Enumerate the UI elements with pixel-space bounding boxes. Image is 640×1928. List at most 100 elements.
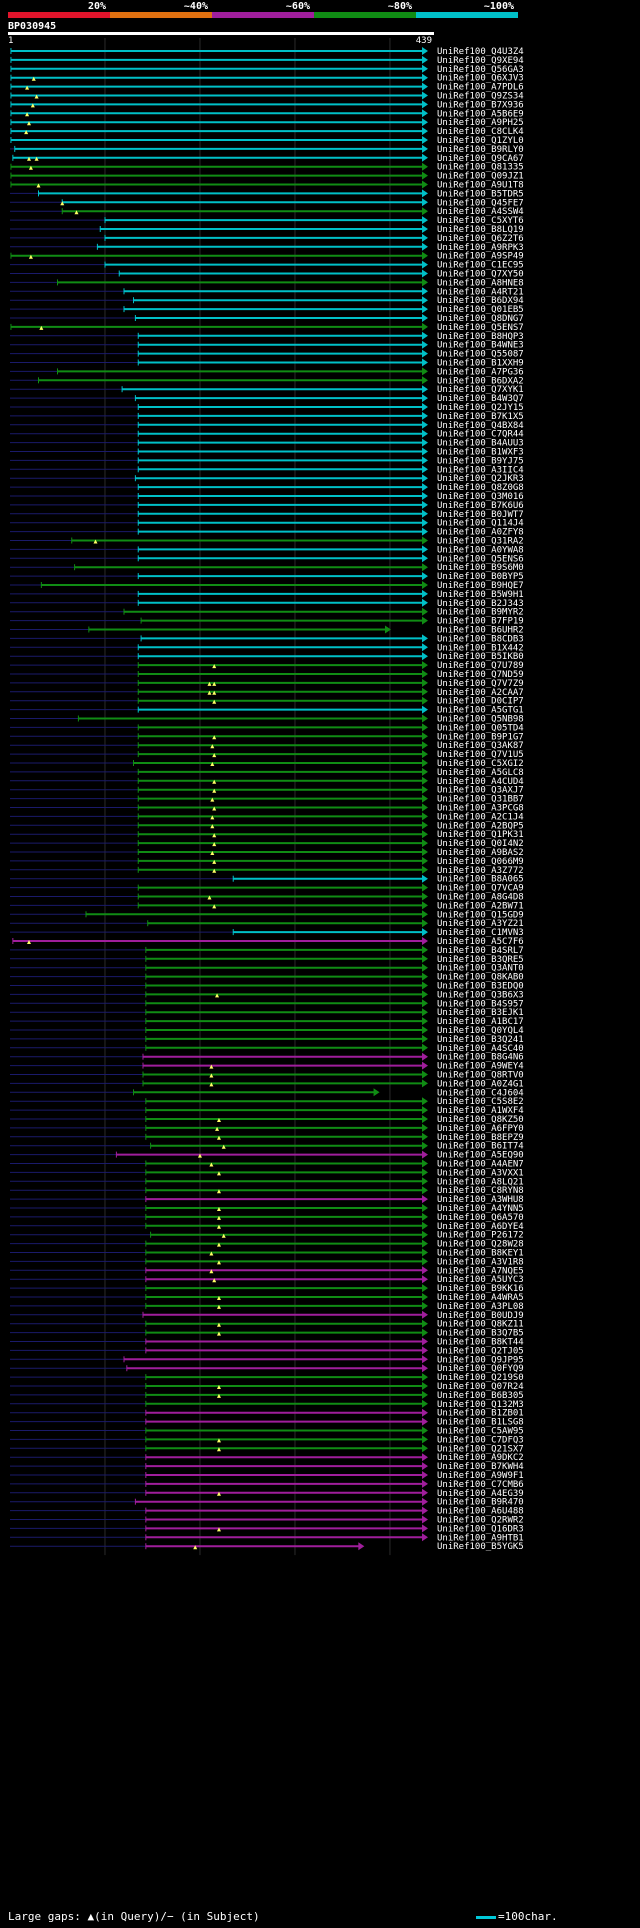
query-gap-marker bbox=[216, 1447, 221, 1452]
alignment-end-arrow bbox=[422, 598, 428, 607]
query-gap-marker bbox=[60, 201, 65, 206]
alignment-label: UniRef100_Q8RTV0 bbox=[437, 1071, 524, 1081]
alignment-label: UniRef100_B6UHR2 bbox=[437, 626, 524, 636]
alignment-label: UniRef100_B6DXA2 bbox=[437, 376, 524, 386]
alignment-label: UniRef100_A3VXX1 bbox=[437, 1168, 524, 1178]
alignment-end-arrow bbox=[422, 1061, 428, 1070]
alignment-end-arrow bbox=[422, 1293, 428, 1301]
alignment-label: UniRef100_A6FPY0 bbox=[437, 1124, 524, 1134]
query-gap-marker bbox=[26, 940, 31, 944]
alignment-end-arrow bbox=[422, 670, 428, 678]
alignment-label: UniRef100_B9RLY0 bbox=[437, 145, 524, 155]
alignment-label: UniRef100_B4WNE3 bbox=[437, 341, 524, 351]
alignment-end-arrow bbox=[422, 73, 428, 82]
query-gap-marker bbox=[93, 539, 98, 544]
alignment-label: UniRef100_B6IT74 bbox=[437, 1142, 524, 1152]
alignment-label: UniRef100_B8G4N6 bbox=[437, 1053, 524, 1063]
alignment-label: UniRef100_Q8Z0G8 bbox=[437, 483, 524, 493]
alignment-end-arrow bbox=[422, 305, 428, 314]
alignment-label: UniRef100_A5C7F6 bbox=[437, 937, 524, 947]
alignment-end-arrow bbox=[422, 331, 428, 340]
query-gap-marker bbox=[39, 325, 44, 330]
query-start-label: 1 bbox=[8, 36, 13, 46]
alignment-end-arrow bbox=[422, 545, 428, 554]
alignment-label: UniRef100_Q9ZS34 bbox=[437, 92, 524, 102]
alignment-end-arrow bbox=[422, 171, 428, 180]
query-gap-marker bbox=[212, 842, 217, 847]
alignment-end-arrow bbox=[422, 47, 428, 55]
alignment-end-arrow bbox=[422, 839, 428, 848]
query-gap-marker bbox=[216, 1242, 221, 1247]
identity-legend-segment bbox=[8, 12, 110, 18]
alignment-end-arrow bbox=[422, 216, 428, 225]
alignment-label: UniRef100_Q2TJ05 bbox=[437, 1346, 524, 1356]
alignment-label: UniRef100_A9PH25 bbox=[437, 118, 524, 128]
alignment-label: UniRef100_B8KEY1 bbox=[437, 1249, 524, 1259]
alignment-end-arrow bbox=[422, 1533, 428, 1542]
alignment-end-arrow bbox=[422, 1204, 428, 1212]
alignment-label: UniRef100_A3YZ21 bbox=[437, 919, 524, 929]
alignment-end-arrow bbox=[422, 447, 428, 456]
alignment-end-arrow bbox=[422, 1150, 428, 1159]
alignment-end-arrow bbox=[422, 1123, 428, 1132]
alignment-end-arrow bbox=[422, 1390, 428, 1399]
alignment-label: UniRef100_B7KWH4 bbox=[437, 1462, 524, 1472]
query-gap-marker bbox=[25, 112, 30, 117]
alignment-end-arrow bbox=[422, 136, 428, 144]
gap-legend-text: Large gaps: ▲(in Query)/− (in Subject) bbox=[8, 1910, 260, 1923]
alignment-label: UniRef100_A4YNN5 bbox=[437, 1204, 524, 1214]
query-gap-marker bbox=[210, 824, 215, 829]
alignment-end-arrow bbox=[422, 643, 428, 652]
query-gap-marker bbox=[212, 753, 217, 758]
alignment-label: UniRef100_B2J343 bbox=[437, 599, 524, 609]
alignment-label: UniRef100_Q3ANT0 bbox=[437, 964, 524, 974]
gap-legend: Large gaps: ▲(in Query)/− (in Subject) bbox=[8, 1910, 260, 1923]
alignment-end-arrow bbox=[422, 856, 428, 865]
query-gap-marker bbox=[216, 1260, 221, 1265]
alignment-label: UniRef100_Q0I4N2 bbox=[437, 839, 524, 849]
alignment-end-arrow bbox=[422, 207, 428, 216]
alignment-end-arrow bbox=[422, 1177, 428, 1186]
alignment-label: UniRef100_B3EDQ0 bbox=[437, 982, 524, 992]
query-gap-marker bbox=[26, 121, 31, 126]
alignment-end-arrow bbox=[422, 180, 428, 189]
alignment-end-arrow bbox=[422, 1346, 428, 1355]
query-gap-marker bbox=[216, 1296, 221, 1300]
query-gap-marker bbox=[216, 1438, 221, 1443]
alignment-end-arrow bbox=[422, 901, 428, 910]
alignment-end-arrow bbox=[384, 625, 391, 634]
alignment-label: UniRef100_C8CLK4 bbox=[437, 127, 524, 137]
alignment-end-arrow bbox=[422, 1319, 428, 1328]
alignment-label: UniRef100_A1WXF4 bbox=[437, 1106, 524, 1116]
alignment-label: UniRef100_Q5ENS6 bbox=[437, 554, 524, 564]
alignment-label: UniRef100_Q9JP95 bbox=[437, 1355, 524, 1365]
alignment-label: UniRef100_C7DFQ3 bbox=[437, 1435, 524, 1445]
alignment-label: UniRef100_A9SP49 bbox=[437, 252, 524, 262]
alignment-end-arrow bbox=[422, 1497, 428, 1506]
alignment-label: UniRef100_A2C1J4 bbox=[437, 812, 524, 822]
alignment-end-arrow bbox=[422, 750, 428, 759]
identity-legend-label: ~40% bbox=[184, 1, 208, 12]
alignment-end-arrow bbox=[422, 874, 428, 883]
alignment-end-arrow bbox=[422, 127, 428, 136]
alignment-end-arrow bbox=[422, 367, 428, 376]
alignment-end-arrow bbox=[422, 118, 428, 127]
alignment-label: UniRef100_A4SC40 bbox=[437, 1044, 524, 1054]
query-gap-marker bbox=[216, 1491, 221, 1496]
query-gap-marker bbox=[212, 1278, 217, 1283]
alignment-label: UniRef100_Q132M3 bbox=[437, 1400, 524, 1410]
alignment-label: UniRef100_C8RYN8 bbox=[437, 1186, 524, 1196]
query-gap-marker bbox=[212, 699, 217, 704]
alignment-label: UniRef100_A4RT21 bbox=[437, 287, 524, 297]
alignment-label: UniRef100_A3Z772 bbox=[437, 866, 524, 876]
alignment-end-arrow bbox=[422, 1462, 428, 1471]
alignment-label: UniRef100_Q8KZ50 bbox=[437, 1115, 524, 1125]
alignment-label: UniRef100_B8LQ19 bbox=[437, 225, 524, 235]
alignment-label: UniRef100_Q4BX84 bbox=[437, 421, 524, 431]
alignment-end-arrow bbox=[422, 1159, 428, 1168]
alignment-label: UniRef100_Q2JKR3 bbox=[437, 474, 524, 484]
alignment-end-arrow bbox=[422, 269, 428, 278]
alignment-end-arrow bbox=[422, 420, 428, 429]
alignment-end-arrow bbox=[422, 1488, 428, 1497]
alignment-label: UniRef100_B7K1X5 bbox=[437, 412, 524, 422]
